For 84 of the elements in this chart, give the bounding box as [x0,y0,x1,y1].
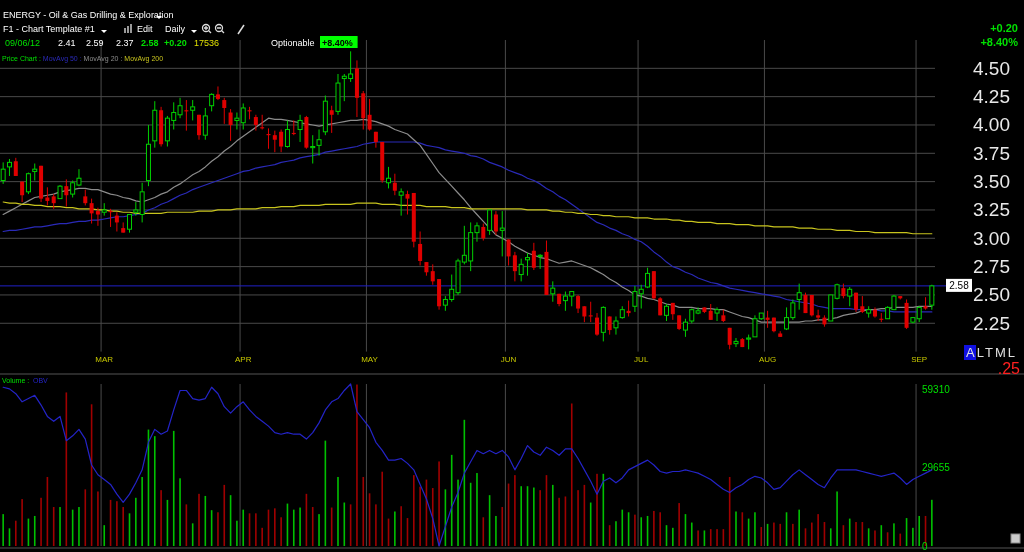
candlestick [576,294,581,314]
x-tick-label: SEP [911,355,928,365]
y-tick-label: 3.50 [973,171,1010,193]
y-tick-label: 3.00 [973,227,1010,249]
y-tick-label: 59310 [922,384,951,396]
candlestick [310,134,316,165]
annotation: +0.20 [164,38,187,48]
y-tick-label: 0 [922,540,928,552]
x-tick-label: APR [235,355,252,365]
x-tick-label: AUG [758,355,777,365]
annotation: 2.41 [58,38,76,48]
text: +0.20 [990,22,1018,34]
candlestick [190,99,196,121]
candlestick [418,230,423,266]
candlestick [329,105,334,134]
candlestick [816,309,821,322]
candlestick [506,238,511,266]
x-tick-label: JUN [500,355,517,365]
candlestick [512,251,517,282]
annotation: 17536 [194,38,220,48]
candlestick [714,306,720,322]
candlestick [487,209,493,236]
x-tick-label: MAY [361,355,379,365]
candlestick [45,186,50,206]
candlestick [613,315,619,336]
candlestick [127,214,133,234]
candlestick [847,286,853,307]
candlestick [316,129,322,157]
candlestick [284,119,290,149]
candlestick [0,161,6,185]
candlestick [297,114,303,143]
candlestick [607,315,612,336]
candlestick [197,114,201,141]
y-tick-label: 3.25 [973,199,1010,221]
candlestick [796,283,802,311]
candlestick [367,98,372,132]
text: Daily [165,24,186,34]
y-tick-label: 4.50 [973,57,1010,79]
annotation: Optionable [271,38,315,48]
candlestick [202,107,208,141]
x-tick-label: JUL [634,355,649,365]
candlestick [595,312,600,337]
chart-subtitle: ENERGY - Oil & Gas Drilling & Exploration [3,10,174,20]
candlestick [531,242,536,271]
annotation: 2.37 [116,38,134,48]
candlestick [209,92,215,112]
candlestick [222,97,227,125]
candlestick [386,166,392,189]
candlestick [279,129,284,153]
text: .25 [997,360,1021,377]
candlestick [64,178,69,208]
annotation: 2.59 [86,38,104,48]
candlestick [398,187,404,217]
candlestick [392,173,397,196]
candlestick [215,85,220,101]
candlestick [499,210,505,257]
candlestick [929,284,935,311]
candlestick [518,258,524,282]
annotation: +8.40% [322,38,353,48]
candlestick [272,130,277,153]
candlestick [253,114,258,132]
candlestick [550,280,556,303]
y-tick-label: 2.50 [973,284,1010,306]
y-tick-label: 4.25 [973,86,1010,108]
candlestick [228,108,233,142]
y-tick-label: 2.25 [973,312,1010,334]
y-tick-label: 3.75 [973,142,1010,164]
text: +8.40% [980,36,1019,48]
y-tick-label: 2.75 [973,256,1010,278]
y-tick-label: 29655 [922,462,951,474]
candlestick [733,337,739,348]
annotation: 2.58 [141,38,159,48]
candlestick [525,252,531,277]
candlestick [89,198,94,225]
ref-line-label: 2.58 [949,280,970,292]
candlestick [493,210,498,236]
candlestick [13,157,18,177]
text: F1 - Chart Template #1 [3,24,95,34]
annotation: 09/06/12 [5,38,41,48]
text: Edit [137,24,154,34]
x-tick-label: MAR [95,355,114,365]
candlestick [405,190,410,215]
candlestick [430,263,435,286]
y-tick-label: 4.00 [973,114,1010,136]
